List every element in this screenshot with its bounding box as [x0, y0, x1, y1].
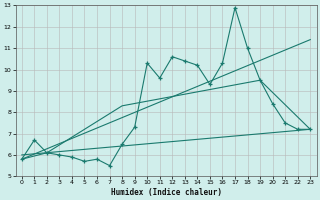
X-axis label: Humidex (Indice chaleur): Humidex (Indice chaleur) — [110, 188, 221, 197]
